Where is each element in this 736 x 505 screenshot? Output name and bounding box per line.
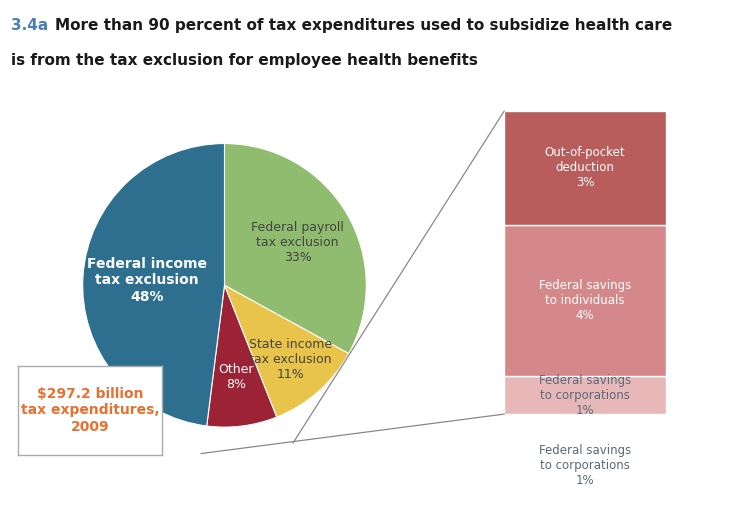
FancyBboxPatch shape <box>504 111 666 225</box>
Wedge shape <box>82 143 224 426</box>
Wedge shape <box>207 285 277 427</box>
FancyBboxPatch shape <box>504 376 666 414</box>
Wedge shape <box>224 285 349 417</box>
Text: is from the tax exclusion for employee health benefits: is from the tax exclusion for employee h… <box>11 53 478 68</box>
Text: Federal payroll
tax exclusion
33%: Federal payroll tax exclusion 33% <box>251 221 344 264</box>
Text: Other
8%: Other 8% <box>219 363 254 391</box>
Text: $297.2 billion
tax expenditures,
2009: $297.2 billion tax expenditures, 2009 <box>21 387 160 433</box>
Wedge shape <box>224 143 367 354</box>
FancyBboxPatch shape <box>504 225 666 376</box>
Text: Federal savings
to corporations
1%: Federal savings to corporations 1% <box>539 444 631 487</box>
Text: Out-of-pocket
deduction
3%: Out-of-pocket deduction 3% <box>545 146 626 189</box>
Text: Federal savings
to individuals
4%: Federal savings to individuals 4% <box>539 279 631 322</box>
Text: More than 90 percent of tax expenditures used to subsidize health care: More than 90 percent of tax expenditures… <box>55 18 673 33</box>
Text: Federal savings
to corporations
1%: Federal savings to corporations 1% <box>539 374 631 417</box>
Text: 3.4a: 3.4a <box>11 18 49 33</box>
Text: Federal income
tax exclusion
48%: Federal income tax exclusion 48% <box>87 257 207 304</box>
Text: State income
tax exclusion
11%: State income tax exclusion 11% <box>249 338 332 381</box>
